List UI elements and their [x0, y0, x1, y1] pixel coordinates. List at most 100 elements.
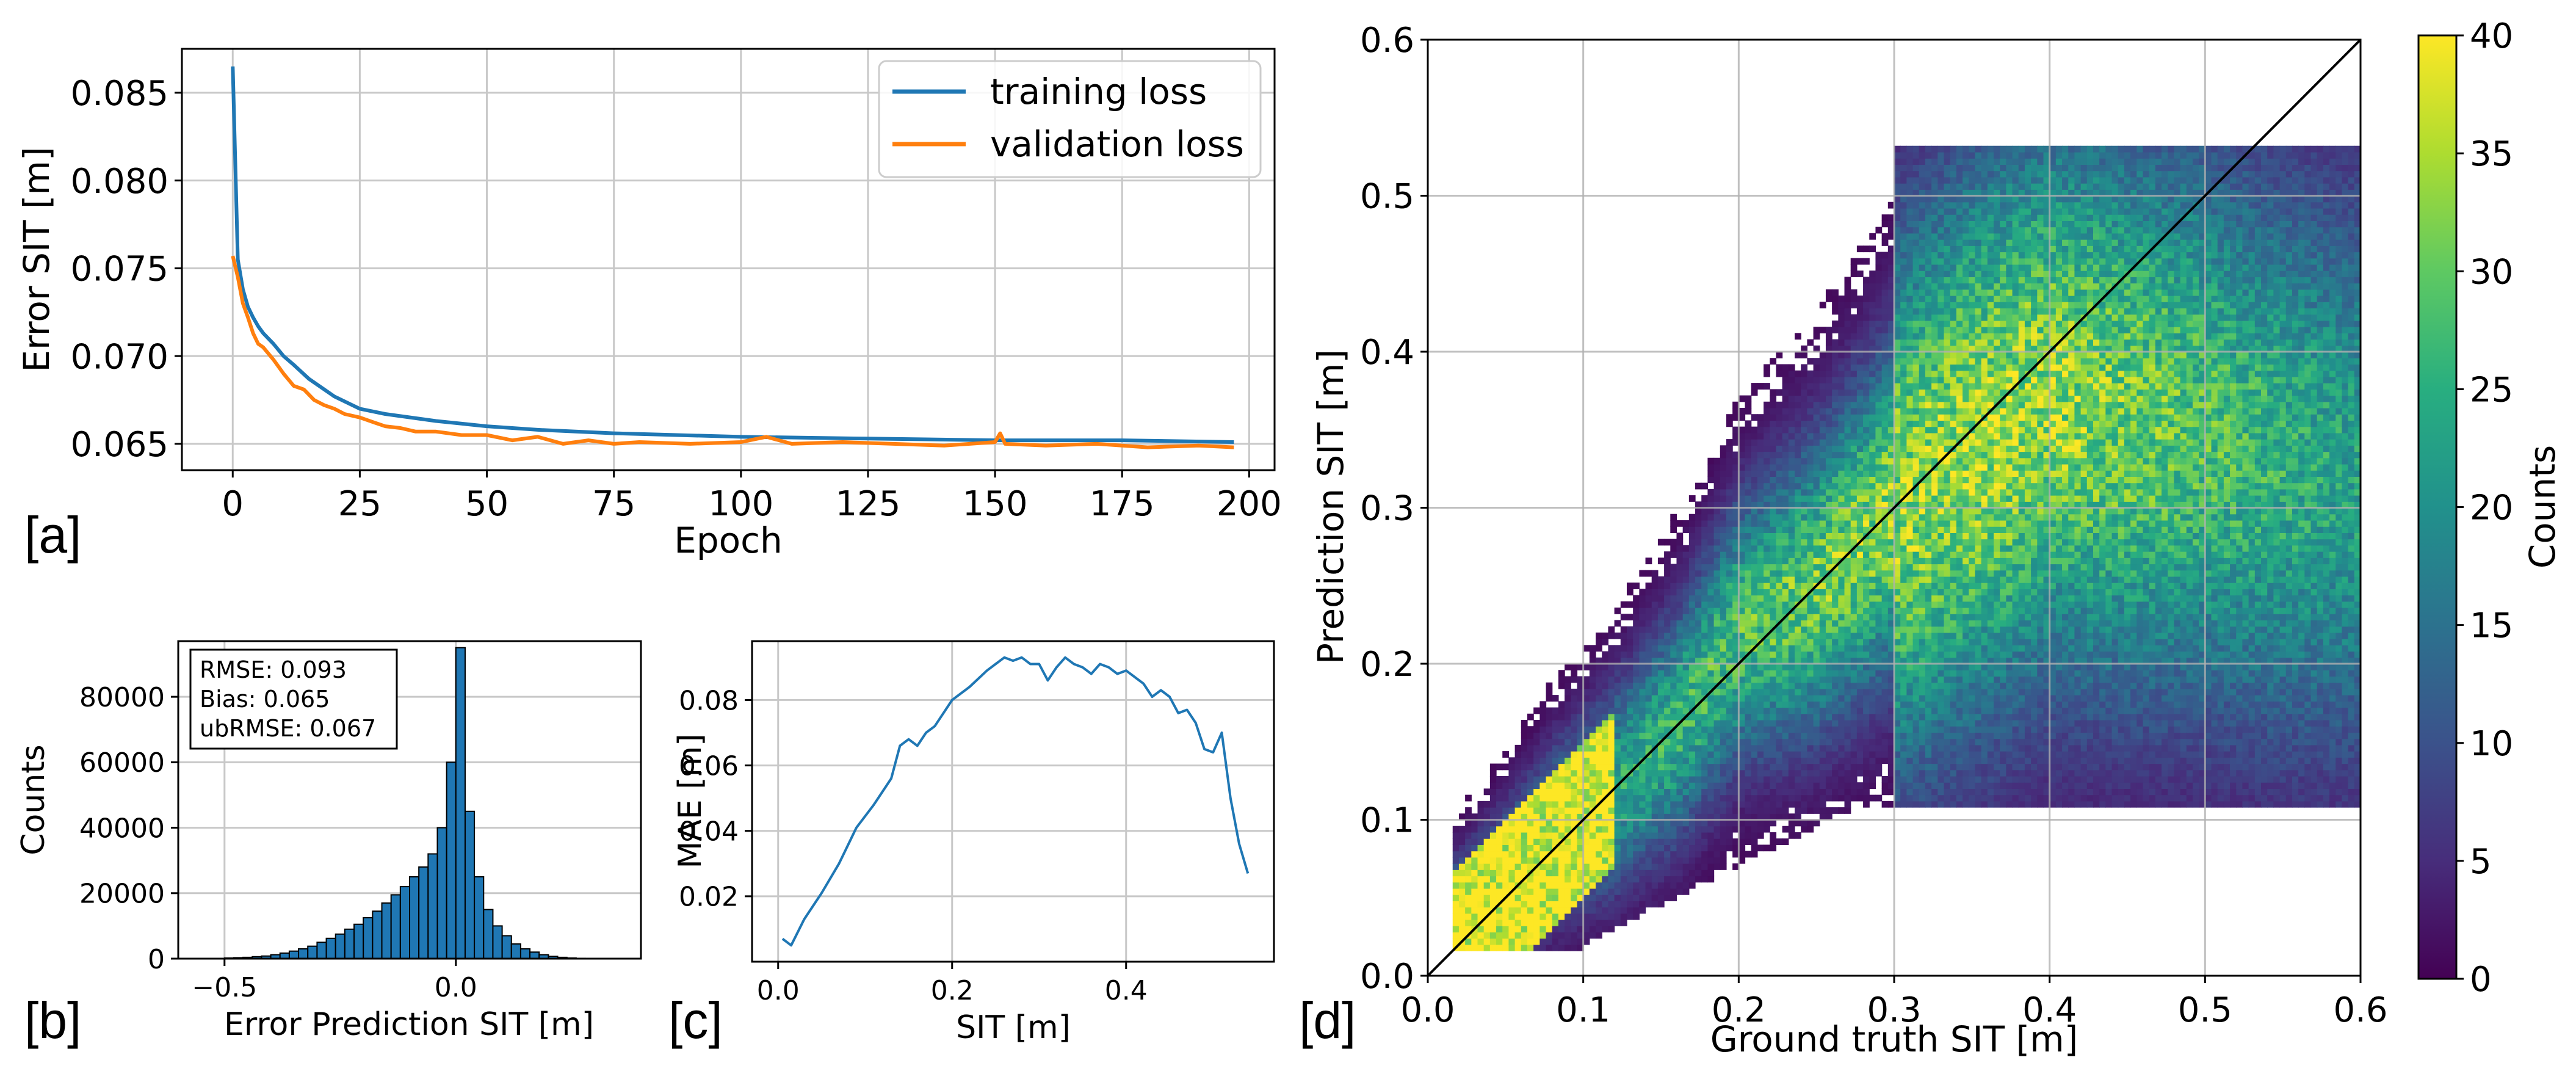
heatmap-cell [1738, 457, 1746, 465]
heatmap-cell [1458, 832, 1466, 839]
heatmap-cell [1533, 876, 1540, 883]
heatmap-cell [1620, 751, 1627, 758]
heatmap-cell [1489, 819, 1497, 827]
heatmap-cell [1726, 457, 1733, 465]
heatmap-cell [1881, 252, 1889, 259]
heatmap-cell [1906, 283, 1914, 290]
heatmap-cell [1894, 264, 1901, 271]
heatmap-cell [1639, 870, 1646, 877]
heatmap-cell [1583, 738, 1590, 746]
heatmap-cell [1546, 782, 1553, 789]
heatmap-cell [1633, 788, 1640, 796]
heatmap-cell [1527, 863, 1534, 870]
heatmap-cell [1795, 751, 1801, 758]
heatmap-cell [1887, 532, 1895, 540]
heatmap-cell [1713, 488, 1721, 496]
heatmap-cell [1757, 651, 1764, 658]
heatmap-cell [1589, 695, 1596, 702]
heatmap-cell [1887, 775, 1895, 783]
heatmap-cell [1546, 788, 1553, 796]
heatmap-cell [1881, 220, 1889, 228]
heatmap-cell [1881, 576, 1889, 583]
heatmap-cell [1807, 645, 1814, 652]
heatmap-cell [1720, 520, 1727, 527]
heatmap-cell [1887, 620, 1895, 627]
heatmap-cell [1757, 801, 1764, 808]
heatmap-cell [1869, 426, 1876, 434]
heatmap-cell [1546, 932, 1553, 939]
heatmap-cell [1856, 370, 1864, 377]
heatmap-cell [1738, 620, 1746, 627]
heatmap-cell [1782, 401, 1789, 408]
heatmap-cell [1633, 838, 1640, 845]
heatmap-cell [1651, 895, 1659, 901]
heatmap-cell [1745, 645, 1752, 652]
heatmap-cell [1639, 657, 1646, 664]
heatmap-cell [1682, 732, 1690, 739]
heatmap-cell [1458, 932, 1466, 939]
heatmap-cell [1788, 414, 1795, 421]
heatmap-cell [1477, 838, 1485, 845]
heatmap-cell [1906, 308, 1914, 315]
heatmap-cell [1726, 570, 1733, 577]
heatmap-cell [1894, 682, 1901, 689]
heatmap-cell [1726, 713, 1733, 721]
heatmap-cell [1925, 701, 1932, 708]
heatmap-cell [1887, 482, 1895, 490]
heatmap-cell [1745, 763, 1752, 771]
heatmap-cell [1844, 707, 1851, 714]
heatmap-cell [1795, 407, 1801, 415]
heatmap-cell [1875, 439, 1883, 446]
heatmap-cell [1546, 876, 1553, 883]
heatmap-cell [1670, 545, 1677, 552]
heatmap-cell [1782, 383, 1789, 390]
heatmap-cell [1565, 682, 1571, 689]
heatmap-cell [1875, 501, 1883, 509]
heatmap-cell [1688, 826, 1696, 833]
heatmap-cell [1713, 482, 1721, 490]
heatmap-cell [1664, 695, 1671, 702]
heatmap-cell [1776, 688, 1783, 695]
heatmap-cell [1614, 876, 1621, 883]
heatmap-cell [1695, 601, 1702, 608]
heatmap-cell [1788, 514, 1795, 521]
heatmap-cell [1776, 401, 1783, 408]
heatmap-cell [1869, 670, 1876, 677]
heatmap-cell [1887, 782, 1895, 789]
heatmap-cell [1887, 220, 1895, 228]
heatmap-cell [1552, 832, 1559, 839]
heatmap-cell [1489, 832, 1497, 839]
heatmap-cell [1614, 695, 1621, 702]
heatmap-cell [1813, 608, 1820, 614]
heatmap-cell [1919, 514, 1926, 521]
heatmap-cell [1664, 719, 1671, 727]
heatmap-cell [1925, 208, 1932, 215]
heatmap-cell [1639, 832, 1646, 839]
heatmap-cell [1583, 801, 1590, 808]
heatmap-cell [1875, 283, 1883, 290]
heatmap-cell [1757, 769, 1764, 777]
heatmap-cell [1900, 507, 1907, 515]
heatmap-cell [1813, 713, 1820, 721]
heatmap-cell [1738, 614, 1746, 621]
heatmap-cell [1589, 882, 1596, 889]
heatmap-cell [1776, 539, 1783, 546]
heatmap-cell [1875, 414, 1883, 421]
heatmap-cell [1738, 488, 1746, 496]
heatmap-cell [1776, 407, 1783, 415]
heatmap-cell [1751, 383, 1758, 390]
heatmap-cell [1838, 769, 1845, 777]
heatmap-cell [1471, 920, 1478, 926]
heatmap-cell [1502, 907, 1510, 914]
heatmap-cell [1807, 601, 1814, 608]
heatmap-cell [1527, 901, 1534, 908]
heatmap-cell [1745, 751, 1752, 758]
heatmap-cell [1496, 895, 1503, 901]
heatmap-cell [1838, 532, 1845, 540]
heatmap-cell [1745, 775, 1752, 783]
heatmap-cell [1508, 901, 1516, 908]
heatmap-cell [1875, 657, 1883, 664]
heatmap-cell [1906, 769, 1914, 777]
heatmap-cell [1906, 576, 1914, 583]
heatmap-cell [1813, 488, 1820, 496]
